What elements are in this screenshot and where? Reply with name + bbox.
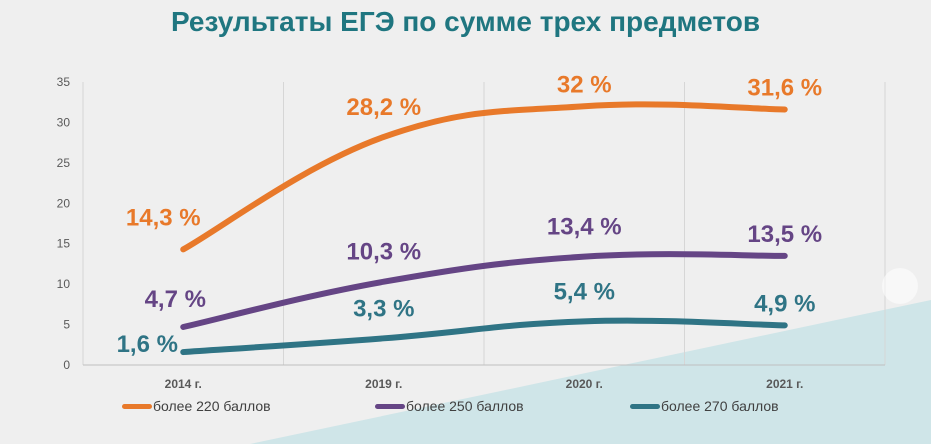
legend-swatch bbox=[630, 403, 660, 409]
y-tick-label: 20 bbox=[57, 196, 71, 210]
series-line bbox=[180, 251, 788, 330]
data-label: 31,6 % bbox=[747, 74, 822, 101]
y-tick-label: 35 bbox=[57, 75, 71, 89]
legend-label: более 220 баллов bbox=[153, 398, 271, 414]
data-labels: 14,3 % 28,2 % 32 % 31,6 % 4,7 % 10,3 % 13,4 % 1… bbox=[117, 71, 823, 358]
gridlines bbox=[82, 82, 886, 365]
series-line bbox=[180, 101, 788, 253]
decorative-teal-shape bbox=[250, 300, 931, 444]
x-tick-label: 2014 г. bbox=[165, 377, 202, 391]
legend-label: более 250 баллов bbox=[406, 398, 524, 414]
chart-title: Результаты ЕГЭ по сумме трех предметов bbox=[170, 6, 761, 37]
y-tick-label: 15 bbox=[57, 237, 71, 251]
data-label: 5,4 % bbox=[554, 278, 615, 305]
y-tick-label: 5 bbox=[63, 318, 70, 332]
legend-item: более 250 баллов bbox=[375, 398, 524, 414]
data-label: 3,3 % bbox=[353, 295, 414, 322]
legend: более 220 баллов более 250 баллов более 27… bbox=[0, 398, 931, 420]
y-tick-label: 0 bbox=[63, 358, 70, 372]
x-tick-label: 2020 г. bbox=[566, 377, 603, 391]
data-label: 13,4 % bbox=[547, 214, 622, 241]
data-label: 1,6 % bbox=[117, 331, 178, 358]
legend-item: более 220 баллов bbox=[122, 398, 271, 414]
x-tick-label: 2021 г. bbox=[766, 377, 803, 391]
legend-swatch bbox=[375, 403, 405, 409]
data-label: 32 % bbox=[557, 71, 612, 98]
y-tick-label: 30 bbox=[57, 115, 71, 129]
y-tick-label: 25 bbox=[57, 156, 71, 170]
data-label: 4,9 % bbox=[754, 290, 815, 317]
screen-share-icon[interactable] bbox=[882, 268, 918, 304]
data-label: 28,2 % bbox=[346, 94, 421, 121]
legend-label: более 270 баллов bbox=[661, 398, 779, 414]
x-tick-labels: 2014 г. 2019 г. 2020 г. 2021 г. bbox=[165, 377, 804, 391]
data-label: 10,3 % bbox=[346, 239, 421, 266]
series-lines bbox=[180, 101, 788, 356]
legend-item: более 270 баллов bbox=[630, 398, 779, 414]
data-label: 4,7 % bbox=[145, 286, 206, 313]
data-label: 13,5 % bbox=[747, 221, 822, 248]
legend-swatch bbox=[122, 403, 152, 409]
x-tick-label: 2019 г. bbox=[365, 377, 402, 391]
y-tick-label: 10 bbox=[57, 277, 71, 291]
y-tick-labels: 0 5 10 15 20 25 30 35 bbox=[57, 75, 71, 372]
data-label: 14,3 % bbox=[126, 204, 201, 231]
series-line bbox=[180, 317, 788, 356]
